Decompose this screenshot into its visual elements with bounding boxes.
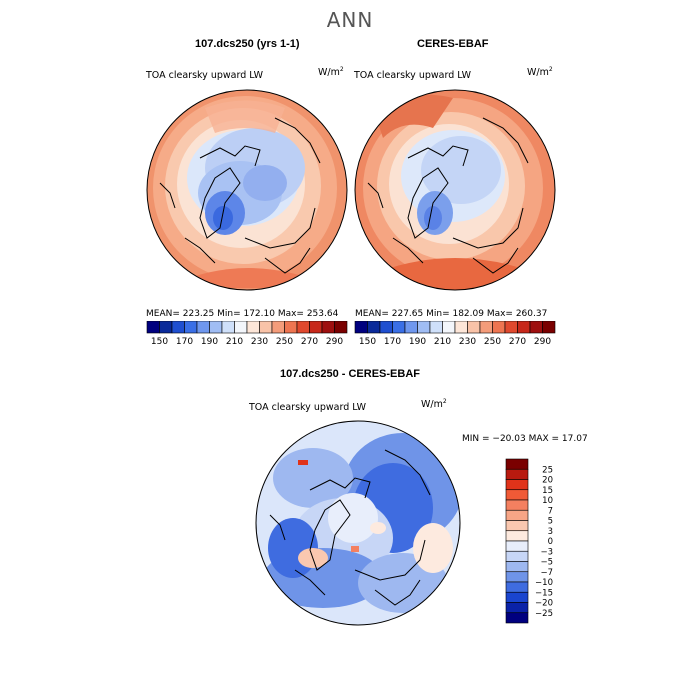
diff-colorbar-tick-label: 15	[542, 486, 553, 496]
colorbar-tick-label: 170	[384, 337, 401, 347]
colorbar-swatch	[492, 321, 506, 334]
colorbar-swatch	[379, 321, 393, 334]
colorbar-swatch	[296, 321, 310, 334]
right-polar-map	[354, 89, 556, 291]
colorbar-tick-label: 210	[226, 337, 243, 347]
diff-colorbar-swatch	[505, 509, 529, 521]
diff-colorbar-swatch	[505, 530, 529, 542]
colorbar-swatch	[246, 321, 260, 334]
diff-colorbar-swatch	[505, 499, 529, 511]
right-colorbar: 150 170 190 210 230 250 270 290	[354, 321, 556, 347]
colorbar-swatch	[159, 321, 173, 334]
left-panel-title: 107.dcs250 (yrs 1-1)	[195, 38, 300, 50]
diff-colorbar-tick-label: −7	[540, 568, 553, 578]
diff-colorbar-tick-label: 7	[548, 506, 553, 516]
diff-panel-title: 107.dcs250 - CERES-EBAF	[280, 368, 420, 380]
left-polar-map	[146, 89, 348, 291]
diff-colorbar-swatch	[505, 561, 529, 573]
colorbar-swatch	[542, 321, 556, 334]
colorbar-swatch	[171, 321, 185, 334]
colorbar-swatch	[234, 321, 248, 334]
colorbar-swatch	[334, 321, 348, 334]
colorbar-swatch	[354, 321, 368, 334]
colorbar-swatch	[309, 321, 323, 334]
diff-colorbar-tick-label: −5	[540, 558, 553, 568]
diff-colorbar-tick-label: 5	[548, 517, 553, 527]
left-stats: MEAN= 223.25 Min= 172.10 Max= 253.64	[146, 309, 339, 319]
left-variable-label: TOA clearsky upward LW	[146, 70, 264, 81]
colorbar-swatch	[454, 321, 468, 334]
colorbar-swatch	[467, 321, 481, 334]
left-units-label: W/m2	[318, 66, 344, 79]
difference-polar-map	[255, 420, 461, 626]
diff-colorbar-swatch	[505, 571, 529, 583]
diff-colorbar-tick-label: 25	[542, 465, 553, 475]
diff-colorbar-swatch	[505, 612, 529, 624]
right-panel-title: CERES-EBAF	[417, 38, 489, 50]
colorbar-tick-label: 150	[151, 337, 168, 347]
colorbar-swatch	[196, 321, 210, 334]
colorbar-tick-label: 290	[534, 337, 551, 347]
figure-title: ANN	[326, 8, 374, 32]
colorbar-tick-label: 230	[251, 337, 268, 347]
right-variable-label: TOA clearsky upward LW	[354, 70, 472, 81]
colorbar-swatch	[209, 321, 223, 334]
colorbar-swatch	[442, 321, 456, 334]
colorbar-swatch	[221, 321, 235, 334]
colorbar-swatch	[271, 321, 285, 334]
colorbar-tick-label: 270	[301, 337, 318, 347]
diff-colorbar-swatch	[505, 540, 529, 552]
colorbar-tick-label: 150	[359, 337, 376, 347]
colorbar-swatch	[284, 321, 298, 334]
colorbar-swatch	[184, 321, 198, 334]
left-colorbar: 150 170 190 210 230 250 270 290	[146, 321, 348, 347]
colorbar-tick-label: 190	[201, 337, 218, 347]
diff-colorbar-tick-label: 3	[548, 527, 553, 537]
diff-stats: MIN = −20.03 MAX = 17.07	[462, 434, 588, 444]
diff-colorbar-tick-label: −3	[540, 547, 553, 557]
diff-variable-label: TOA clearsky upward LW	[249, 402, 367, 413]
diff-colorbar-tick-label: 20	[542, 476, 553, 486]
diff-colorbar-swatch	[505, 479, 529, 491]
right-units-label: W/m2	[527, 66, 553, 79]
colorbar-tick-label: 210	[434, 337, 451, 347]
right-stats: MEAN= 227.65 Min= 182.09 Max= 260.37	[355, 309, 548, 319]
colorbar-swatch	[367, 321, 381, 334]
colorbar-tick-label: 250	[276, 337, 293, 347]
diff-colorbar-swatch	[505, 520, 529, 532]
colorbar-tick-label: 290	[326, 337, 343, 347]
diff-colorbar-tick-label: −20	[535, 599, 553, 609]
diff-colorbar-tick-label: −15	[535, 588, 553, 598]
diff-colorbar-swatch	[505, 602, 529, 614]
colorbar-tick-label: 190	[409, 337, 426, 347]
colorbar-tick-label: 270	[509, 337, 526, 347]
diff-colorbar-swatch	[505, 550, 529, 562]
diff-colorbar-swatch	[505, 468, 529, 480]
colorbar-swatch	[529, 321, 543, 334]
diff-colorbar-tick-label: −25	[535, 609, 553, 619]
colorbar-tick-label: 170	[176, 337, 193, 347]
colorbar-swatch	[429, 321, 443, 334]
colorbar-tick-label: 250	[484, 337, 501, 347]
colorbar-swatch	[417, 321, 431, 334]
diff-colorbar-swatch	[505, 581, 529, 593]
colorbar-swatch	[404, 321, 418, 334]
diff-units-label: W/m2	[421, 398, 447, 411]
colorbar-swatch	[517, 321, 531, 334]
colorbar-swatch	[321, 321, 335, 334]
diff-colorbar-swatch	[505, 489, 529, 501]
diff-colorbar-tick-label: 0	[548, 537, 553, 547]
diff-colorbar-tick-label: 10	[542, 496, 553, 506]
colorbar-swatch	[259, 321, 273, 334]
colorbar-swatch	[392, 321, 406, 334]
diff-colorbar-swatch	[505, 591, 529, 603]
colorbar-swatch	[146, 321, 160, 334]
diff-colorbar-swatch	[505, 458, 529, 470]
colorbar-tick-label: 230	[459, 337, 476, 347]
diff-colorbar-tick-label: −10	[535, 578, 553, 588]
colorbar-swatch	[479, 321, 493, 334]
colorbar-swatch	[504, 321, 518, 334]
